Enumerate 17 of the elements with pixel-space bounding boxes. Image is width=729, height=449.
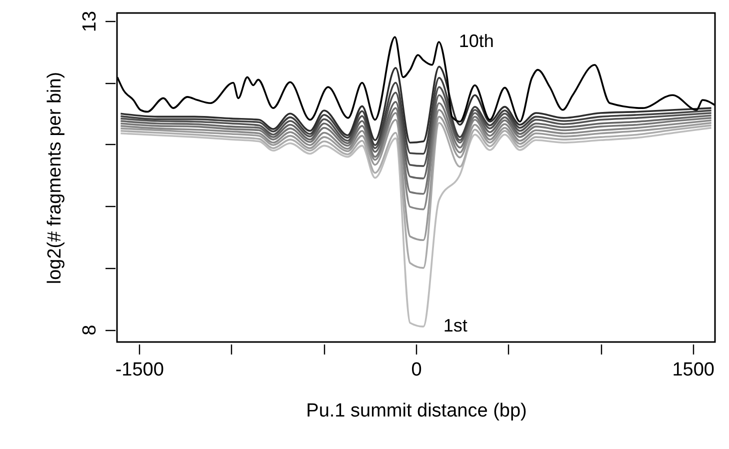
line-series <box>120 116 712 242</box>
series-label: 1st <box>443 316 468 336</box>
series-label: 10th <box>458 31 494 52</box>
x-tick-label: 1500 <box>672 360 714 380</box>
line-series <box>120 109 712 210</box>
line-series <box>120 86 712 167</box>
y-axis-title: log2(# fragments per bin) <box>44 72 66 284</box>
line-series <box>120 94 712 180</box>
line-series <box>120 66 712 144</box>
y-tick-label: 13 <box>80 10 100 32</box>
line-series <box>120 76 712 155</box>
line-series <box>120 122 712 269</box>
x-tick-label: 0 <box>411 360 422 380</box>
line-series <box>120 102 712 195</box>
x-tick-label: -1500 <box>115 360 164 380</box>
y-tick-label: 8 <box>80 324 100 336</box>
x-axis-title: Pu.1 summit distance (bp) <box>306 400 527 422</box>
